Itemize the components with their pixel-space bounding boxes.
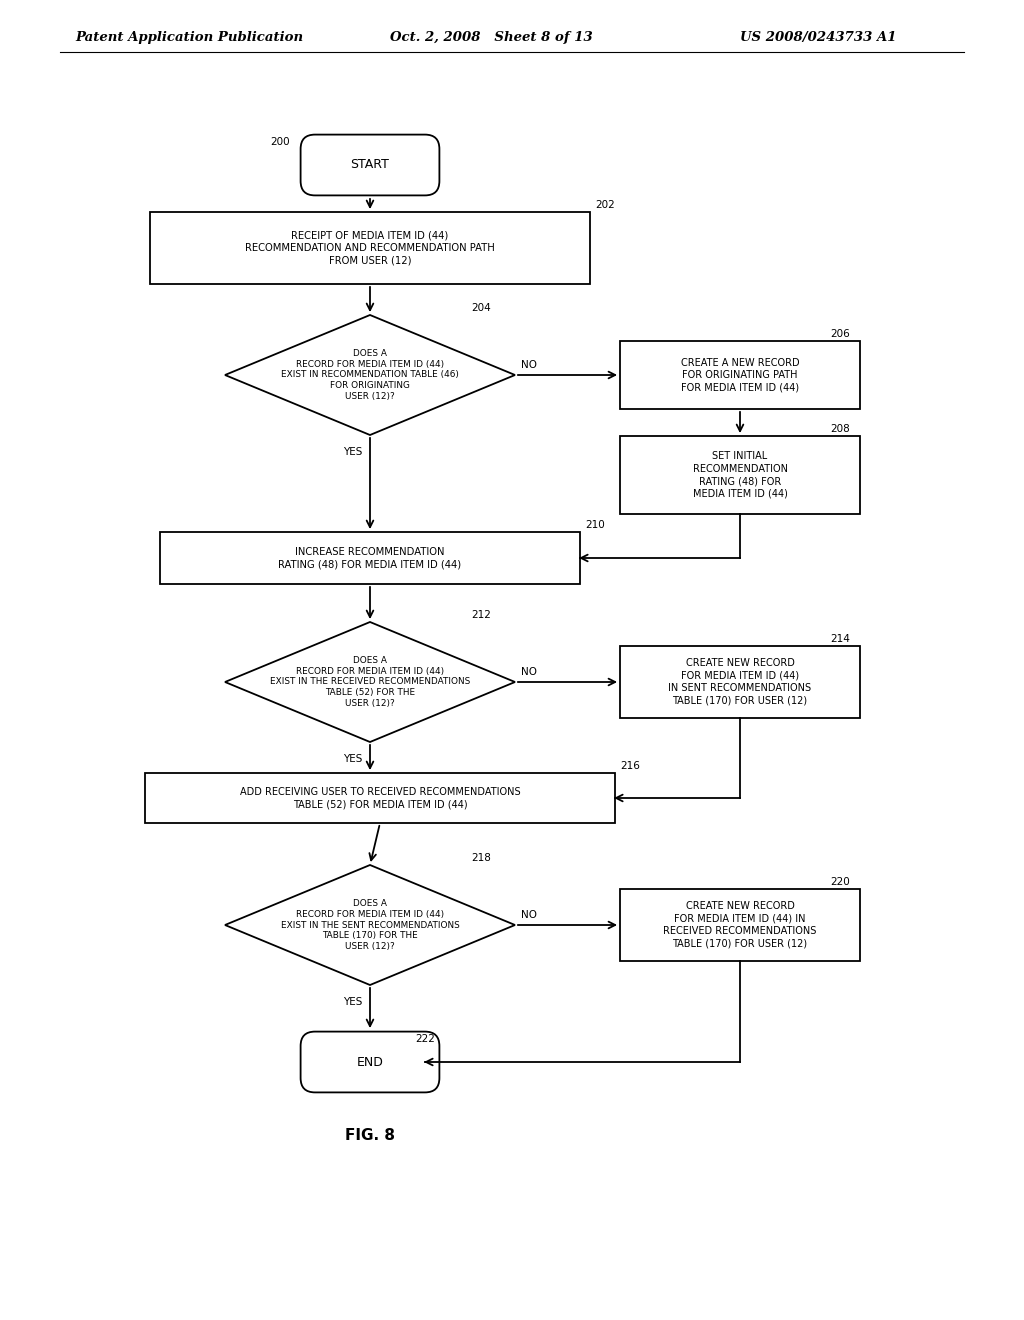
Text: INCREASE RECOMMENDATION
RATING (48) FOR MEDIA ITEM ID (44): INCREASE RECOMMENDATION RATING (48) FOR … [279,546,462,569]
Text: 216: 216 [620,762,640,771]
Text: US 2008/0243733 A1: US 2008/0243733 A1 [740,30,896,44]
Text: END: END [356,1056,383,1068]
Bar [150,213,590,284]
Text: START: START [350,158,389,172]
Polygon shape [225,315,515,436]
Text: SET INITIAL
RECOMMENDATION
RATING (48) FOR
MEDIA ITEM ID (44): SET INITIAL RECOMMENDATION RATING (48) F… [692,451,787,499]
Bar [620,436,860,513]
Polygon shape [225,622,515,742]
Text: ADD RECEIVING USER TO RECEIVED RECOMMENDATIONS
TABLE (52) FOR MEDIA ITEM ID (44): ADD RECEIVING USER TO RECEIVED RECOMMEND… [240,787,520,809]
Bar [620,341,860,409]
Text: NO: NO [521,667,537,677]
Text: 222: 222 [415,1034,435,1044]
Bar [620,645,860,718]
Text: CREATE A NEW RECORD
FOR ORIGINATING PATH
FOR MEDIA ITEM ID (44): CREATE A NEW RECORD FOR ORIGINATING PATH… [681,358,800,392]
Text: 212: 212 [471,610,492,620]
Text: CREATE NEW RECORD
FOR MEDIA ITEM ID (44) IN
RECEIVED RECOMMENDATIONS
TABLE (170): CREATE NEW RECORD FOR MEDIA ITEM ID (44)… [664,902,817,949]
Text: Oct. 2, 2008   Sheet 8 of 13: Oct. 2, 2008 Sheet 8 of 13 [390,30,593,44]
Bar [145,774,615,822]
Text: 214: 214 [830,634,850,644]
Text: 200: 200 [270,137,290,147]
Text: DOES A
RECORD FOR MEDIA ITEM ID (44)
EXIST IN THE SENT RECOMMENDATIONS
TABLE (17: DOES A RECORD FOR MEDIA ITEM ID (44) EXI… [281,899,460,950]
Text: YES: YES [343,997,362,1007]
Text: FIG. 8: FIG. 8 [345,1127,395,1143]
Polygon shape [225,865,515,985]
Text: 202: 202 [595,201,614,210]
Text: NO: NO [521,360,537,370]
Text: 204: 204 [471,304,492,313]
Text: NO: NO [521,909,537,920]
FancyBboxPatch shape [301,1032,439,1093]
Text: 220: 220 [830,876,850,887]
Bar [620,888,860,961]
Text: CREATE NEW RECORD
FOR MEDIA ITEM ID (44)
IN SENT RECOMMENDATIONS
TABLE (170) FOR: CREATE NEW RECORD FOR MEDIA ITEM ID (44)… [669,659,812,706]
Text: YES: YES [343,754,362,764]
Text: 210: 210 [585,520,605,531]
Text: Patent Application Publication: Patent Application Publication [75,30,303,44]
Text: 218: 218 [471,853,492,863]
Text: DOES A
RECORD FOR MEDIA ITEM ID (44)
EXIST IN RECOMMENDATION TABLE (46)
FOR ORIG: DOES A RECORD FOR MEDIA ITEM ID (44) EXI… [281,348,459,401]
Text: RECEIPT OF MEDIA ITEM ID (44)
RECOMMENDATION AND RECOMMENDATION PATH
FROM USER (: RECEIPT OF MEDIA ITEM ID (44) RECOMMENDA… [245,231,495,265]
Text: 208: 208 [830,424,850,434]
Bar [160,532,580,583]
Text: 206: 206 [830,329,850,339]
Text: YES: YES [343,447,362,457]
Text: DOES A
RECORD FOR MEDIA ITEM ID (44)
EXIST IN THE RECEIVED RECOMMENDATIONS
TABLE: DOES A RECORD FOR MEDIA ITEM ID (44) EXI… [270,656,470,708]
FancyBboxPatch shape [301,135,439,195]
